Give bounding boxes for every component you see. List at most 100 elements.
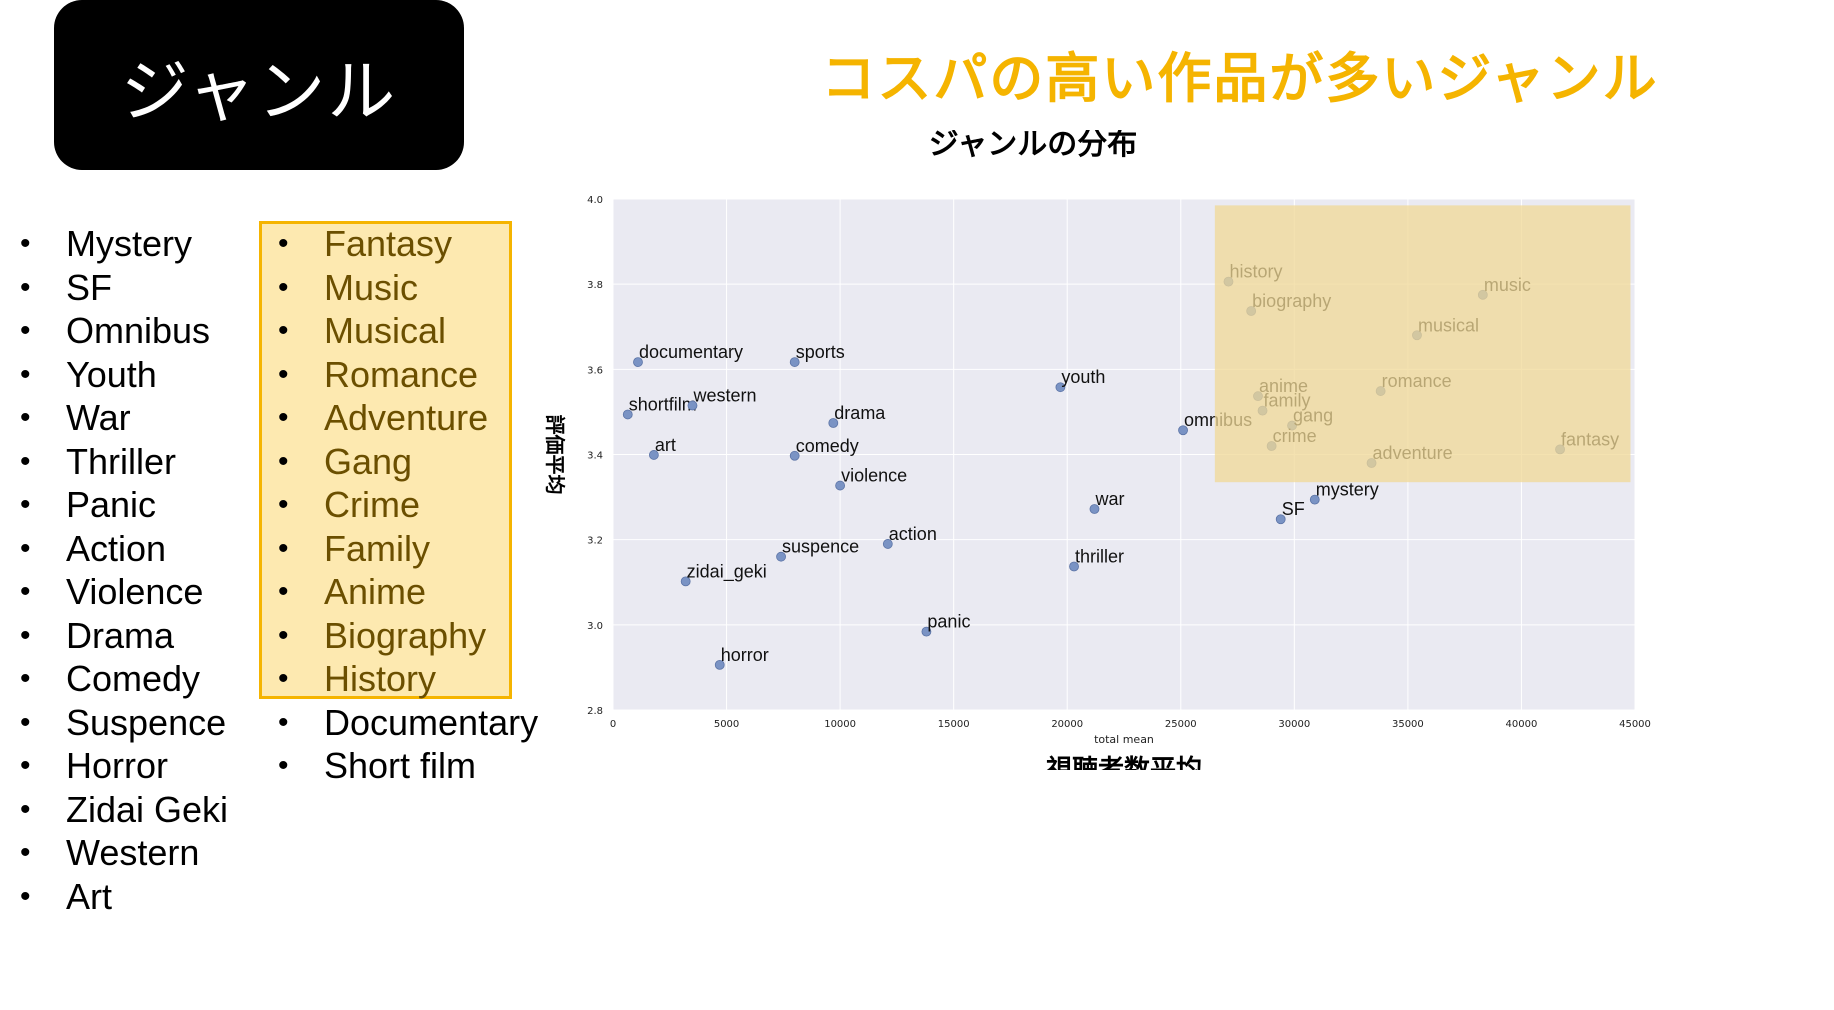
point-label: drama [834,403,886,423]
genre-name: Thriller [66,440,177,482]
y-tick-label: 3.0 [587,621,603,632]
x-axis-label: total mean [1094,733,1154,746]
genre-name: Fantasy [324,223,453,264]
genre-name: Western [66,832,200,873]
genre-list-item: • Mystery [20,222,250,266]
point-label: SF [1282,499,1305,519]
point-label: shortfilm [629,394,697,414]
data-point [921,626,932,637]
genre-name: Musical [324,310,447,351]
genre-list-item: • Crime [278,483,558,527]
y-tick-label: 3.2 [587,536,603,547]
genre-list-item: • Family [278,527,558,571]
x-tick-label: 35000 [1392,719,1424,730]
y-tick-label: 4.0 [587,195,603,206]
bullet: • [20,357,31,391]
data-point [776,551,786,562]
point-label: zidai_geki [687,561,767,582]
bullet: • [278,662,289,695]
genre-list-item: • SF [20,266,250,310]
bullet: • [20,227,31,260]
y-axis-title: 評価平均 [543,415,567,495]
bullet: • [20,618,31,652]
genre-list-item: • Suspence [20,701,250,745]
bullet: • [20,662,31,695]
genre-list-item: • Panic [20,483,250,527]
y-tick-label: 3.4 [587,451,603,462]
bullet: • [20,836,31,869]
genre-name: Action [66,527,167,569]
genre-list-item: • Biography [278,614,558,658]
bullet: • [20,401,31,434]
genre-list-item: • Action [20,527,250,571]
point-label: sports [796,342,845,362]
section-header-badge: ジャンル [54,0,464,170]
data-point [622,409,633,420]
data-point [714,659,725,670]
y-tick-label: 3.6 [587,365,603,376]
genre-name: Youth [66,353,157,395]
data-point [680,576,691,587]
genre-list-item: • Anime [278,570,558,614]
data-point [882,539,893,549]
genre-name: Horror [66,745,169,786]
point-label: art [655,435,676,455]
data-point [789,357,800,367]
bullet: • [278,575,289,608]
genre-name: Short film [324,745,477,786]
genre-name: Anime [324,571,427,612]
genre-name: Family [324,527,430,569]
genre-list-item: • Art [20,875,250,919]
point-label: thriller [1075,546,1124,566]
bullet: • [278,357,289,391]
genre-name: Adventure [324,397,489,438]
point-label: violence [841,466,907,486]
data-point [1309,494,1320,505]
y-tick-label: 2.8 [587,706,603,717]
chart-title: ジャンルの分布 [929,130,1138,162]
x-tick-label: 10000 [824,719,856,730]
data-point [835,480,846,491]
genre-name: Music [324,266,419,308]
genre-list-item: • Musical [278,309,558,353]
genre-name: Documentary [324,701,539,743]
data-point [1275,514,1286,525]
data-point [1178,425,1188,436]
genre-name: Romance [324,353,479,395]
genre-list-item: • Comedy [20,657,250,701]
genre-list-item: • War [20,396,250,440]
x-tick-label: 30000 [1278,719,1310,730]
genre-name: Suspence [66,701,227,743]
genre-list-item: • Violence [20,570,250,614]
genre-list-item: • Music [278,266,558,310]
bullet: • [20,705,31,739]
genre-name: Mystery [66,223,192,264]
x-tick-label: 5000 [714,719,739,730]
bullet: • [278,618,289,652]
genre-name: War [66,397,131,438]
axis-ticks: 0 5000 10000 15000 20000 25000 30000 35000 40000… [587,195,1651,730]
genre-list-item: • Romance [278,353,558,397]
genre-list-item: • Short film [278,744,558,788]
genre-list-left: • Mystery • SF • Omnibus • Youth • War • Thriller • P… [20,222,250,918]
high-value-region [1214,205,1631,483]
genre-scatter-chart: ジャンルの分布 documentary sports shortfilmwester… [543,130,1651,770]
genre-list-item: • Gang [278,440,558,484]
genre-name: Gang [324,440,413,482]
point-label: western [692,386,756,406]
point-label: suspence [782,537,859,557]
bullet: • [278,314,289,347]
bullet: • [278,531,289,565]
bullet: • [278,749,289,782]
bullet: • [278,401,289,434]
genre-name: History [324,658,437,699]
bullet: • [20,531,31,565]
genre-name: Violence [66,571,204,612]
data-point [648,450,659,460]
bullet: • [278,227,289,260]
genre-name: Drama [66,614,175,656]
x-axis-title-japanese: 視聴者数平均 [1046,755,1202,770]
genre-list-item: • Documentary [278,701,558,745]
genre-name: Crime [324,484,420,525]
genre-list-item: • History [278,657,558,701]
